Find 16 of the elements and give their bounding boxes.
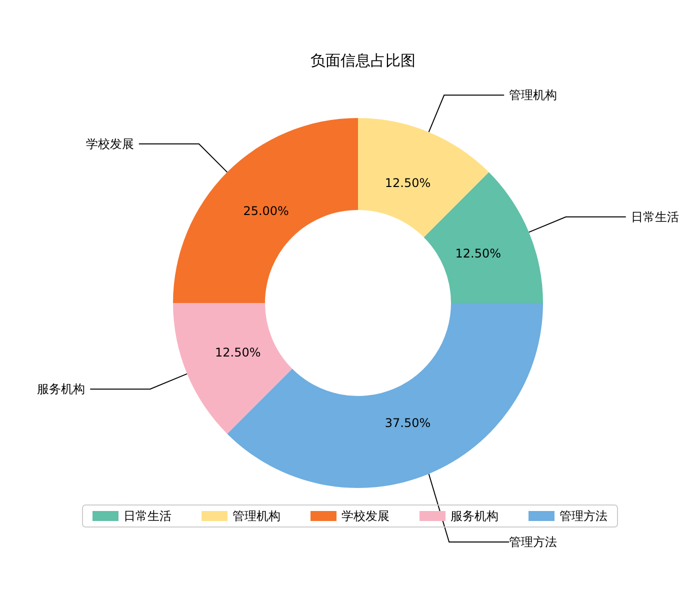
legend-label: 管理方法 [560,509,608,523]
data-label: 12.50% [455,246,501,260]
slice-label: 学校发展 [86,136,134,151]
chart-title: 负面信息占比图 [310,52,416,70]
legend-label: 管理机构 [232,509,280,523]
legend-label: 日常生活 [124,509,172,523]
data-label: 25.00% [243,204,289,218]
legend-label: 学校发展 [342,509,390,523]
slice-label: 服务机构 [37,382,86,396]
slice-label: 日常生活 [630,210,679,224]
data-label: 12.50% [215,346,261,360]
data-label: 37.50% [384,416,431,430]
slice-label: 管理机构 [509,88,558,102]
slice-label: 管理方法 [509,535,558,549]
legend-label: 服务机构 [450,509,498,523]
data-label: 12.50% [384,176,431,190]
